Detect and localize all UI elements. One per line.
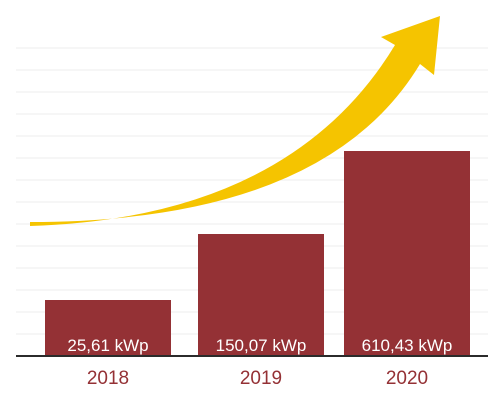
bar-2020: [344, 151, 470, 356]
growth-arrow-icon: [30, 16, 440, 226]
x-tick-labels-group: 2018 2019 2020: [87, 368, 428, 389]
x-tick-label-2020: 2020: [386, 368, 428, 389]
data-label-2018: 25,61 kWp: [67, 336, 148, 355]
data-label-2020: 610,43 kWp: [362, 336, 453, 355]
x-tick-label-2018: 2018: [87, 368, 129, 389]
bars-group: [45, 151, 470, 356]
data-labels-group: 25,61 kWp 150,07 kWp 610,43 kWp: [67, 336, 452, 355]
bar-2019: [198, 234, 324, 356]
data-label-2019: 150,07 kWp: [216, 336, 307, 355]
x-tick-label-2019: 2019: [240, 368, 282, 389]
bar-2018: [45, 300, 171, 356]
